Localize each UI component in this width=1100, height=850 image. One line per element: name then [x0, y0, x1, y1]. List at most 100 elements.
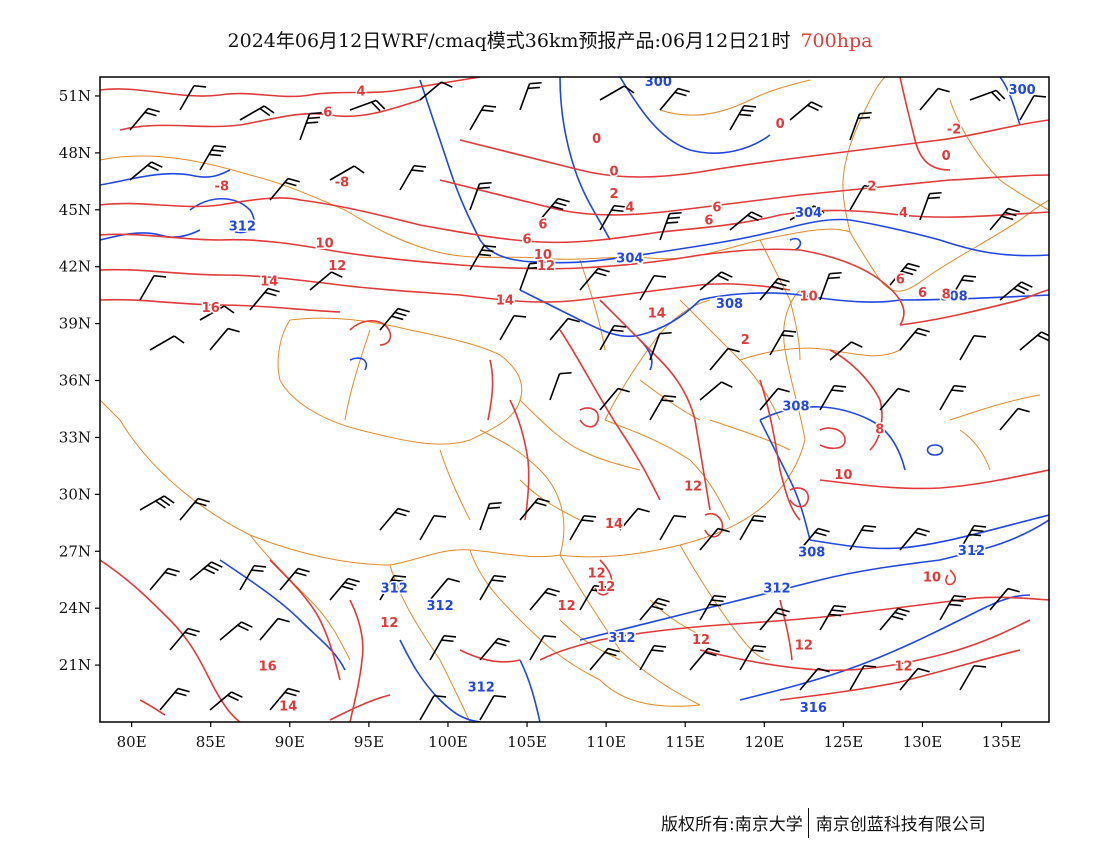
temperature-contour-label: 8	[875, 422, 884, 437]
wind-barb	[469, 244, 497, 271]
lat-tick-label: 21N	[59, 656, 91, 674]
temperature-contour-label: 12	[537, 259, 555, 274]
wind-barb	[529, 634, 557, 661]
wind-barb	[819, 271, 842, 301]
lat-tick-label: 45N	[59, 201, 91, 219]
temperature-contour-label: 16	[259, 659, 277, 674]
latitude-axis: 51N 48N 45N 42N 39N 36N 33N 30N 27N 24N 21N	[59, 87, 100, 674]
wind-barb	[269, 177, 300, 201]
temperature-contour	[459, 248, 801, 270]
boundary-line	[709, 419, 791, 451]
wind-barb	[469, 181, 492, 211]
temperature-contours	[100, 77, 1049, 722]
wind-barb	[189, 561, 223, 581]
wind-barb	[329, 577, 360, 601]
temperature-contour	[329, 694, 391, 721]
temperature-contour	[100, 197, 301, 208]
wind-barb	[219, 621, 253, 641]
temperature-contour-label: 0	[610, 164, 619, 179]
lon-tick-label: 100E	[428, 733, 468, 751]
height-contour-label: 312	[763, 582, 790, 597]
wind-barb	[1019, 94, 1047, 121]
temperature-contour-label: 12	[588, 567, 606, 582]
temperature-contour-label: 12	[380, 616, 398, 631]
height-contour-label: 312	[608, 631, 635, 646]
lat-tick-label: 42N	[59, 258, 91, 276]
boundary-line	[439, 449, 471, 521]
height-contour-label: 300	[1009, 83, 1036, 98]
boundary-line	[959, 429, 991, 471]
wind-barb	[419, 514, 447, 541]
temperature-contour	[269, 559, 341, 681]
wind-barb	[989, 587, 1020, 611]
temperature-contour	[100, 298, 341, 313]
wind-barb	[589, 647, 620, 671]
lon-tick-label: 95E	[354, 733, 384, 751]
wind-barb	[699, 271, 733, 291]
temperature-contour	[779, 599, 793, 661]
height-contour	[349, 357, 368, 371]
wind-barb	[999, 407, 1030, 431]
temperature-contour-label: 12	[597, 580, 615, 595]
title-level: 700hpa	[800, 30, 873, 52]
height-contour-label: 312	[381, 582, 408, 597]
wind-barb	[379, 307, 410, 331]
wind-barb	[689, 647, 720, 671]
wind-barb	[899, 327, 930, 351]
wind-barb	[949, 274, 977, 301]
wind-barb	[209, 327, 240, 351]
lon-tick-label: 125E	[824, 733, 864, 751]
temperature-contour-label: 12	[795, 639, 813, 654]
temperature-contour	[539, 624, 721, 661]
wind-barb	[599, 85, 635, 101]
height-contour	[100, 229, 201, 241]
temperature-contour	[579, 407, 600, 428]
temperature-contour-label: 10	[923, 570, 941, 585]
wind-barb	[549, 371, 572, 401]
height-contour	[809, 514, 1049, 550]
wind-barb	[739, 514, 767, 541]
wind-barb	[269, 687, 300, 711]
wind-barb	[849, 664, 877, 691]
contour-labels: 300 300 312 304 304 308 308 308 308 312 312 312 312 3…	[200, 77, 1037, 718]
temperature-contour-label: 4	[356, 85, 365, 100]
wind-barb	[879, 387, 910, 411]
lon-tick-label: 130E	[903, 733, 943, 751]
wind-barb	[969, 89, 1006, 102]
wind-barb	[699, 594, 727, 621]
wind-barb	[799, 667, 830, 691]
lon-tick-label: 80E	[117, 733, 147, 751]
temperature-contour	[509, 399, 530, 521]
wind-barb	[349, 99, 386, 112]
lon-tick-label: 115E	[665, 733, 705, 751]
boundary-line	[559, 554, 701, 706]
wind-barb	[769, 329, 797, 356]
height-contour	[759, 419, 811, 541]
temperature-contour	[100, 268, 461, 296]
map-title: 2024年06月12日WRF/cmaq模式36km预报产品:06月12日21时 7…	[0, 26, 1100, 53]
wind-barb	[709, 347, 740, 371]
wind-barb	[989, 207, 1020, 231]
temperature-contour	[945, 569, 957, 586]
wind-barb	[179, 497, 210, 521]
wind-barb	[479, 574, 507, 601]
height-contour	[849, 219, 1049, 257]
wind-barb	[419, 694, 447, 721]
boundary-line	[659, 79, 811, 116]
boundary-line	[679, 544, 771, 661]
temperature-contour-label: 12	[692, 633, 710, 648]
temperature-contour	[349, 599, 364, 722]
boundary-line	[649, 599, 711, 641]
wind-barb	[499, 314, 527, 341]
lon-tick-label: 135E	[982, 733, 1022, 751]
temperature-contour-label: 14	[496, 293, 514, 308]
boundary-line	[119, 419, 561, 566]
lat-tick-label: 36N	[59, 372, 91, 390]
temperature-contour	[779, 649, 1021, 701]
wind-barb	[849, 111, 872, 141]
temperature-contour-label: -8	[215, 180, 229, 195]
temperature-contour	[799, 249, 905, 326]
map-plot-area: 300 300 312 304 304 308 308 308 308 312 312 312 312 3…	[59, 76, 1050, 751]
wind-barb	[249, 287, 280, 311]
